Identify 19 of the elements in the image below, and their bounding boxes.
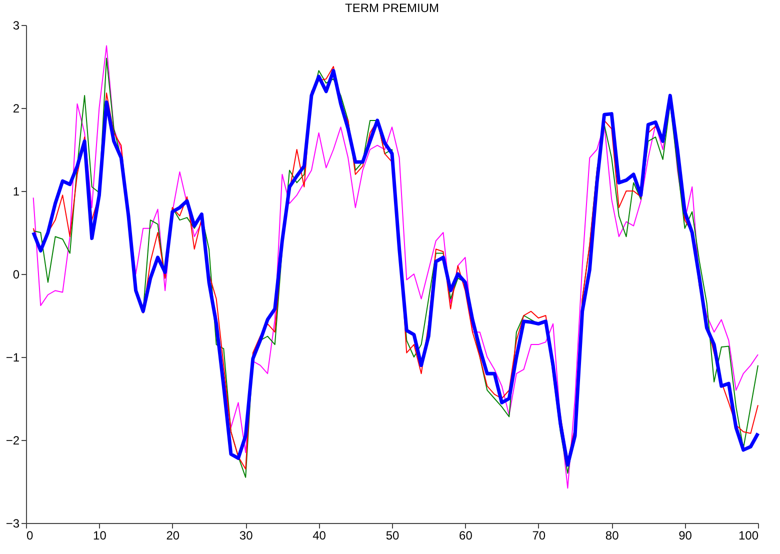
x-tick-label: 10 xyxy=(93,528,107,542)
y-tick-label: 1 xyxy=(12,184,20,198)
y-tick-label: 2 xyxy=(12,102,20,116)
y-tick-label: −2 xyxy=(6,434,20,448)
x-tick-label: 80 xyxy=(605,528,620,542)
y-tick-label: −3 xyxy=(6,516,20,530)
y-tick-label: 0 xyxy=(12,268,20,282)
x-tick-label: 20 xyxy=(166,528,180,542)
x-tick-label: 100 xyxy=(738,528,759,542)
y-tick-label: −1 xyxy=(6,350,20,364)
x-tick-label: 40 xyxy=(312,528,326,542)
x-tick-label: 30 xyxy=(239,528,254,542)
x-tick-label: 60 xyxy=(459,528,473,542)
x-tick-label: 0 xyxy=(26,528,34,542)
chart-title: TERM PREMIUM xyxy=(345,1,439,15)
y-tick-label: 3 xyxy=(12,18,20,32)
x-tick-label: 70 xyxy=(532,528,546,542)
x-tick-label: 50 xyxy=(386,528,400,542)
x-tick-label: 90 xyxy=(678,528,692,542)
